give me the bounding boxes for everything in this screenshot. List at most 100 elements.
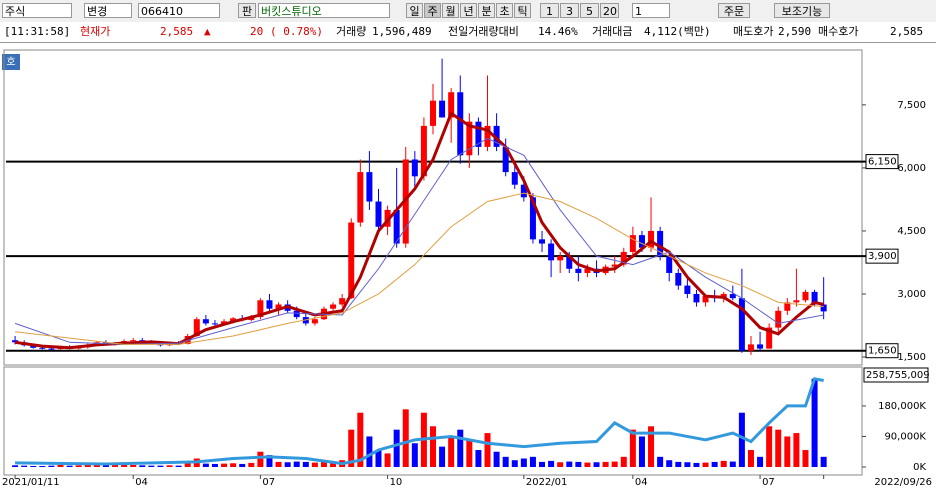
volume-bar bbox=[675, 461, 682, 467]
volume-bar bbox=[457, 429, 464, 467]
volume-bar bbox=[175, 465, 182, 467]
price-label: 현재가 bbox=[80, 25, 111, 38]
candle-body bbox=[566, 256, 573, 269]
volume-bar bbox=[375, 450, 382, 467]
candle-body bbox=[39, 347, 46, 349]
stock-name: 버킷스튜디오 bbox=[258, 3, 390, 18]
volume-bar bbox=[747, 450, 754, 467]
count-button[interactable]: 3 bbox=[560, 3, 579, 18]
volume-bar bbox=[139, 465, 146, 467]
count-select[interactable]: 1 bbox=[632, 3, 670, 18]
badge-box bbox=[2, 54, 20, 70]
volume-bar bbox=[729, 461, 736, 467]
volume-bar bbox=[384, 453, 391, 467]
ask-label: 매도호가 bbox=[733, 25, 774, 38]
volume-bar bbox=[75, 465, 82, 467]
volume-bar bbox=[320, 460, 327, 467]
info-bar: [11:31:58] 현재가 2,585 ▲ 20 ( 0.78%) 거래량 1… bbox=[0, 22, 936, 43]
candle-body bbox=[629, 235, 636, 252]
volume-bar bbox=[638, 436, 645, 467]
candle-body bbox=[12, 340, 19, 343]
market-select[interactable]: 주식 bbox=[2, 3, 72, 18]
volume-bar bbox=[148, 465, 155, 467]
period-button[interactable]: 분 bbox=[478, 3, 495, 18]
volume-bar bbox=[775, 429, 782, 467]
candle-body bbox=[675, 272, 682, 286]
volume-tick-label: 0K bbox=[913, 462, 926, 473]
period-button[interactable]: 월 bbox=[442, 3, 459, 18]
period-button[interactable]: 틱 bbox=[514, 3, 531, 18]
volume-bar bbox=[784, 436, 791, 467]
pan-button[interactable]: 판 bbox=[238, 3, 256, 18]
change-pct: ( 0.78%) bbox=[270, 25, 323, 38]
candle-body bbox=[702, 296, 709, 303]
arrow: ▲ bbox=[204, 25, 211, 38]
period-button[interactable]: 주 bbox=[424, 3, 441, 18]
volume-bar bbox=[202, 463, 209, 467]
candle-body bbox=[366, 172, 373, 202]
order-button[interactable]: 주문 bbox=[718, 3, 750, 18]
volume-bar bbox=[548, 460, 555, 467]
support-label: 6,150 bbox=[868, 157, 897, 168]
y-tick-label: 6,000 bbox=[897, 163, 926, 174]
x-tick-label: 07 bbox=[262, 477, 275, 488]
x-tick-label: 04 bbox=[135, 477, 148, 488]
support-label: 3,900 bbox=[868, 251, 897, 262]
candle-body bbox=[539, 239, 546, 244]
candle-body bbox=[375, 201, 382, 227]
volume-bar bbox=[93, 464, 100, 467]
volume-bar bbox=[66, 465, 73, 467]
support-label: 1,650 bbox=[868, 346, 897, 357]
candle-body bbox=[638, 235, 645, 248]
code-input[interactable]: 066410 bbox=[138, 3, 220, 18]
x-tick-label: 10 bbox=[390, 477, 403, 488]
candle-body bbox=[48, 348, 55, 350]
period-button[interactable]: 일 bbox=[406, 3, 423, 18]
ma-line bbox=[15, 377, 824, 466]
y-tick-label: 3,000 bbox=[897, 289, 926, 300]
volume-bar bbox=[511, 460, 518, 467]
volume-bar bbox=[330, 461, 337, 467]
y-tick-label: 7,500 bbox=[897, 100, 926, 111]
volume-bar bbox=[584, 462, 591, 467]
x-tick-label: 07 bbox=[762, 477, 775, 488]
candle-body bbox=[357, 172, 364, 223]
count-button[interactable]: 1 bbox=[540, 3, 559, 18]
candle-body bbox=[430, 100, 436, 126]
candle-body bbox=[202, 319, 209, 324]
volume-bar bbox=[21, 465, 28, 467]
candle-body bbox=[657, 230, 664, 257]
volume-bar bbox=[466, 439, 473, 467]
volume-bar bbox=[166, 465, 173, 467]
bid: 2,585 bbox=[890, 25, 924, 38]
volume-current-box bbox=[863, 367, 929, 383]
volume-bar bbox=[802, 450, 809, 467]
volume-bar bbox=[711, 461, 718, 467]
volume-bar bbox=[48, 465, 55, 467]
volume-bar bbox=[157, 465, 164, 467]
period-button[interactable]: 년 bbox=[460, 3, 477, 18]
chart: 호 1,500 3,000 4,500 6,000 7,500 6,150 3,900 1,6… bbox=[2, 49, 932, 488]
volume-bar bbox=[502, 456, 509, 467]
aux-button[interactable]: 보조기능 bbox=[774, 3, 830, 18]
volume-bar bbox=[493, 451, 500, 467]
candle-body bbox=[820, 304, 827, 312]
count-button[interactable]: 20 bbox=[600, 3, 619, 18]
volume-bar bbox=[357, 412, 364, 467]
candle-body bbox=[666, 256, 673, 273]
candle-body bbox=[266, 300, 273, 309]
candle-body bbox=[620, 251, 627, 265]
candle-body bbox=[747, 344, 754, 351]
count-button[interactable]: 5 bbox=[580, 3, 599, 18]
candle-body bbox=[293, 310, 300, 318]
volume-bar bbox=[602, 461, 609, 467]
volume-bar bbox=[793, 433, 800, 467]
period-button[interactable]: 초 bbox=[496, 3, 513, 18]
price: 2,585 bbox=[160, 25, 194, 38]
x-tick-label: 2021/01/11 bbox=[2, 477, 60, 488]
change-select[interactable]: 변경 bbox=[84, 3, 132, 18]
volume-bar bbox=[293, 461, 300, 467]
prev-label: 전일거래량대비 bbox=[448, 25, 519, 38]
candle-body bbox=[484, 125, 491, 147]
